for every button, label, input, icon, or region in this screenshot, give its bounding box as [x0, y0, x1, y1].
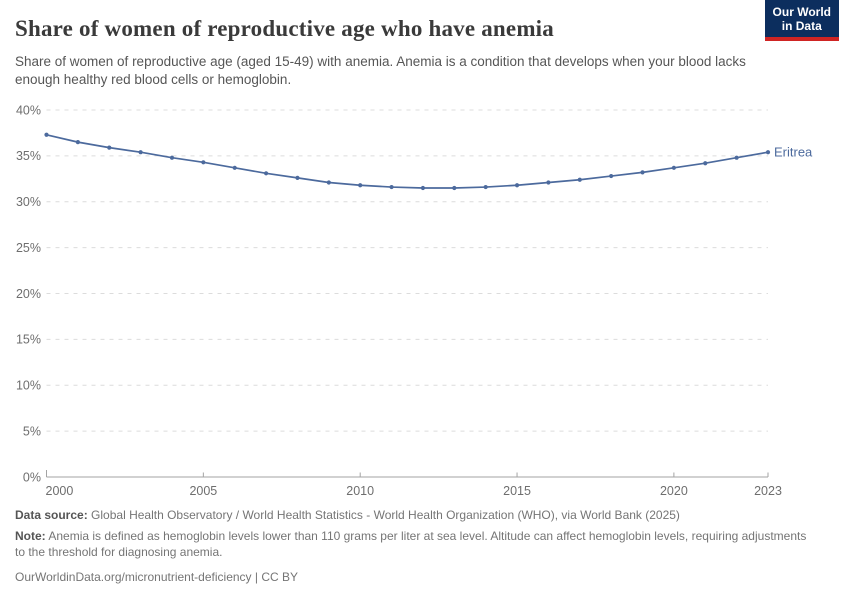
data-source-text: Global Health Observatory / World Health…: [91, 508, 680, 522]
note-line: Note: Anemia is defined as hemoglobin le…: [15, 528, 810, 560]
chart-footer: Data source: Global Health Observatory /…: [15, 507, 835, 590]
x-axis-tick-label: 2023: [754, 484, 782, 498]
y-axis-tick-label: 20%: [16, 287, 41, 301]
line-chart-svg: 0% 5% 10% 15% 20% 25% 30% 35% 40% 2000 2005 2010 201…: [16, 103, 813, 498]
data-point: [671, 165, 676, 170]
y-axis-tick-label: 35%: [16, 149, 41, 163]
x-axis-tick-label: 2010: [346, 484, 374, 498]
note-label: Note:: [15, 529, 46, 544]
chart-area: 0% 5% 10% 15% 20% 25% 30% 35% 40% 2000 2005 2010 201…: [0, 100, 850, 500]
data-point: [514, 183, 520, 188]
license-label: CC BY: [261, 569, 299, 584]
y-axis-tick-label: 5%: [23, 424, 41, 438]
y-axis-tick-label: 15%: [16, 333, 41, 347]
x-axis-tick-label: 2020: [660, 484, 688, 498]
footer-url-link[interactable]: OurWorldinData.org/micronutrient-deficie…: [15, 569, 252, 584]
data-point: [577, 177, 582, 182]
y-axis-tick-label: 0%: [23, 470, 41, 484]
data-point: [201, 160, 206, 165]
data-point: [358, 183, 363, 188]
note-text: Anemia is defined as hemoglobin levels l…: [15, 529, 807, 560]
chart-subtitle: Share of women of reproductive age (aged…: [15, 54, 746, 87]
y-axis-tick-label: 30%: [16, 195, 41, 209]
citation-separator: |: [254, 569, 259, 584]
data-point: [326, 180, 331, 185]
owid-logo-line2: in Data: [781, 19, 822, 34]
data-point: [263, 171, 269, 176]
data-point: [138, 150, 143, 155]
x-axis-tick-label: 2015: [503, 484, 531, 498]
owid-logo: Our World in Data: [764, 0, 839, 41]
data-point: [420, 185, 426, 191]
series-end-label: Eritrea: [774, 145, 813, 160]
y-axis-tick-label: 10%: [16, 379, 41, 393]
x-axis-tick-label: 2000: [46, 484, 74, 498]
data-point: [452, 185, 457, 191]
x-axis-tick-label: 2005: [189, 484, 217, 498]
data-point: [44, 132, 49, 137]
data-point: [295, 175, 300, 180]
data-point: [169, 155, 175, 160]
data-point: [734, 155, 739, 160]
data-point: [75, 140, 80, 145]
citation-line: OurWorldinData.org/micronutrient-deficie…: [15, 569, 810, 585]
data-point: [640, 170, 645, 175]
data-point: [703, 161, 708, 166]
data-source-label: Data source:: [15, 508, 88, 522]
data-point: [389, 184, 394, 190]
chart-header: Share of women of reproductive age who h…: [15, 16, 835, 89]
data-point: [765, 150, 771, 155]
chart-title: Share of women of reproductive age who h…: [15, 16, 554, 41]
y-axis-tick-label: 25%: [16, 241, 41, 255]
data-source-line: Data source: Global Health Observatory /…: [15, 507, 810, 523]
data-point: [546, 180, 551, 185]
data-point: [107, 145, 112, 150]
series-line-eritrea: [45, 133, 769, 189]
data-point: [483, 184, 488, 190]
owid-logo-line1: Our World: [772, 5, 831, 19]
data-point: [232, 165, 237, 170]
data-point: [609, 173, 614, 179]
y-axis-tick-label: 40%: [16, 103, 41, 117]
